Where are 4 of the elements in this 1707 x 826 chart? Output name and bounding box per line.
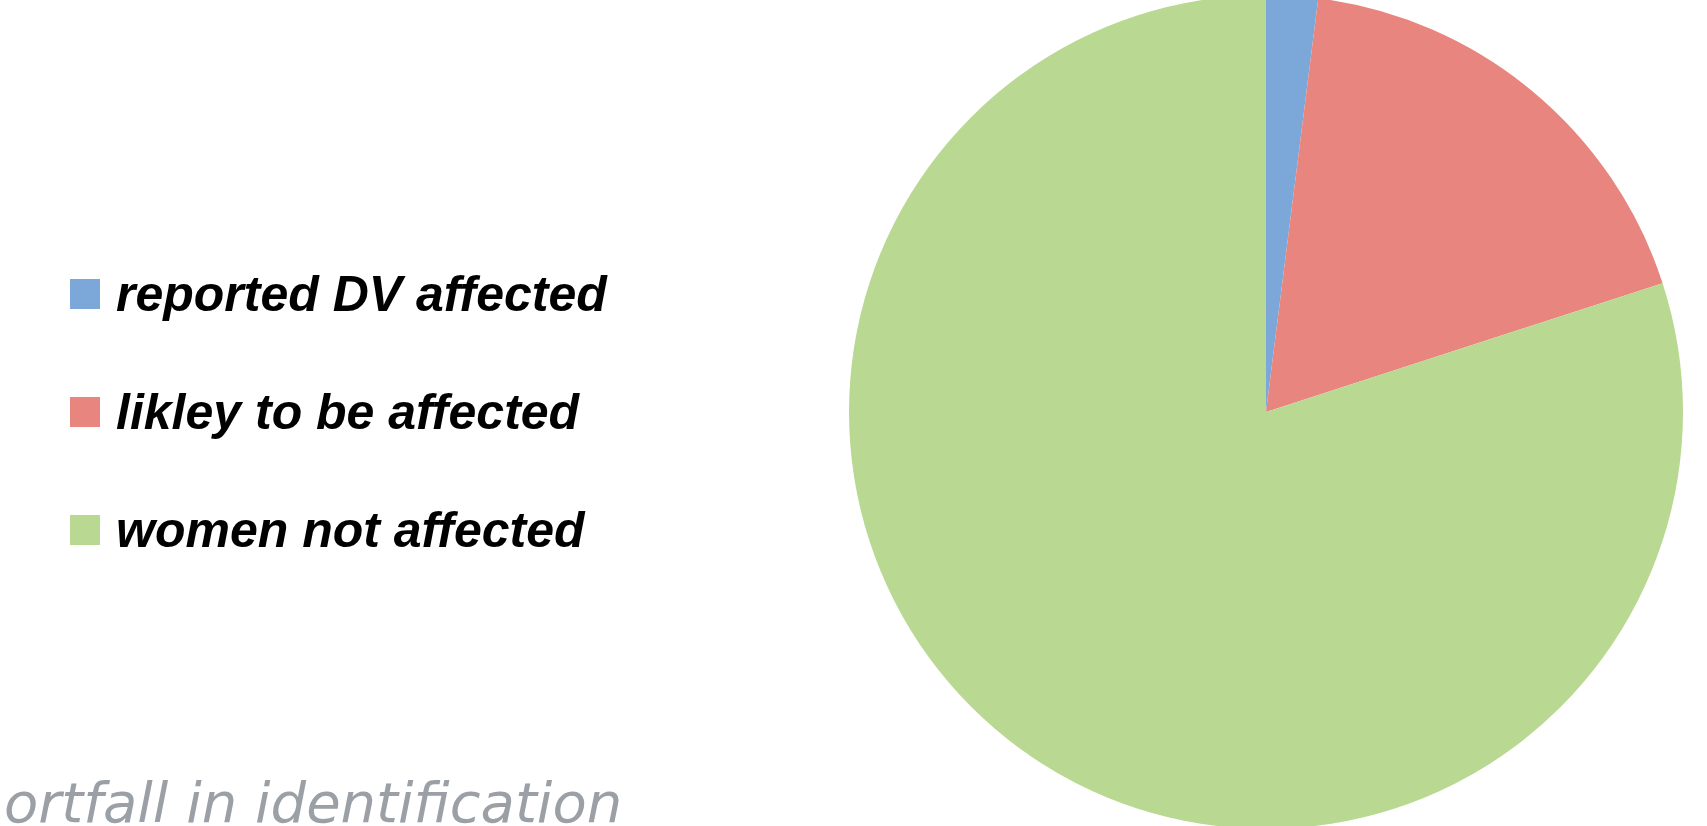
text: ortfall in identification [4,770,623,826]
legend-label: reported DV affected [116,265,607,323]
legend-label: likley to be affected [116,383,580,441]
legend-label: women not affected [116,501,585,559]
